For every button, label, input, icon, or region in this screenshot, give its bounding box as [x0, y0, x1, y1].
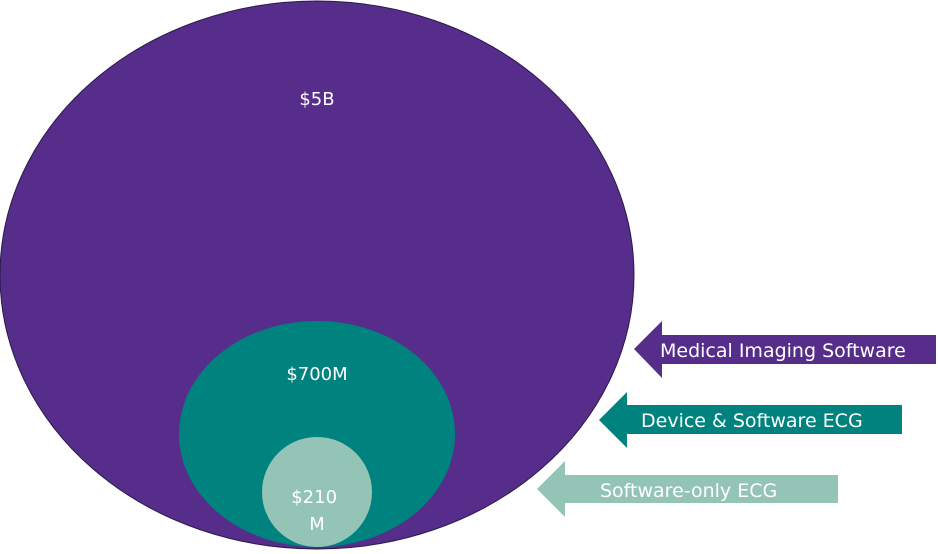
- bubble-software-only-ecg: [262, 437, 372, 547]
- arrow-label-medical-imaging-software: Medical Imaging Software: [660, 340, 906, 362]
- bubble-device-software-ecg: [179, 321, 455, 547]
- arrow-device-software-ecg: [599, 392, 902, 448]
- arrow-label-device-software-ecg: Device & Software ECG: [641, 410, 863, 432]
- bubble-medical-imaging-software: [0, 0, 635, 550]
- bubble-value-label-210m: $210 M: [291, 487, 343, 535]
- bubble-value-label-700m: $700M: [286, 364, 347, 385]
- arrow-software-only-ecg: [537, 461, 838, 517]
- arrow-medical-imaging-software: [634, 321, 936, 378]
- bubble-value-label-5b: $5B: [299, 89, 334, 110]
- arrow-label-software-only-ecg: Software-only ECG: [600, 480, 777, 502]
